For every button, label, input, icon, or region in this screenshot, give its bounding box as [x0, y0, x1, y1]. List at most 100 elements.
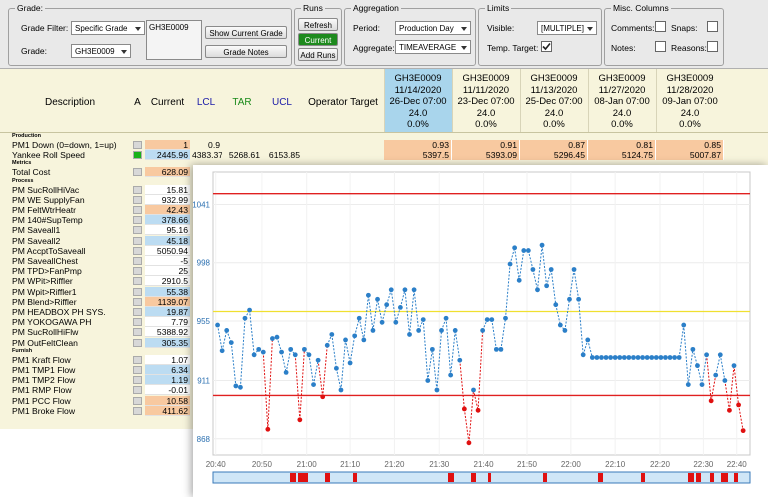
status-block: [471, 473, 476, 482]
status-block: [710, 473, 714, 482]
trend-segment: [285, 349, 292, 373]
trend-segment: [358, 318, 365, 341]
data-point: [452, 328, 458, 333]
add-runs-button[interactable]: Add Runs: [298, 48, 338, 61]
run-header-time: 23-Dec 07:00: [457, 96, 515, 107]
alarm-indicator: [133, 386, 142, 395]
data-point: [530, 267, 536, 272]
row-description: PM SaveallChest: [12, 256, 78, 266]
trend-segment: [491, 319, 497, 350]
row-description: PM YOKOGAWA PH: [12, 317, 92, 328]
toolbar: Grade: Grade Filter: Specific Grade Grad…: [0, 0, 768, 69]
data-point: [265, 426, 271, 432]
grade-filter-select[interactable]: Specific Grade: [71, 21, 145, 35]
label: Notes:: [611, 43, 636, 53]
trend-segment: [340, 339, 347, 391]
current-value: 19.87: [145, 307, 190, 317]
plot-area: [212, 171, 751, 456]
current-value: 42.43: [145, 205, 190, 215]
run-header-date: 11/27/2020: [598, 84, 646, 96]
run-header-date: 11/11/2020: [462, 84, 510, 96]
period-select[interactable]: Production Day: [395, 21, 471, 35]
data-point: [356, 315, 362, 321]
run-header-date: 11/13/2020: [530, 84, 578, 96]
trend-segment: [230, 342, 237, 386]
run-header-time: 25-Dec 07:00: [525, 96, 583, 107]
row-description: PM FeltWtrHeatr: [12, 205, 76, 215]
current-value: 628.09: [145, 167, 190, 178]
run-header-grade: GH3E0009: [394, 73, 442, 84]
y-tick-label: 911: [197, 377, 210, 386]
x-tick-label: 20:50: [252, 460, 273, 469]
data-point: [704, 352, 709, 358]
current-value: 5050.94: [145, 245, 190, 256]
trend-segment: [468, 389, 475, 443]
data-point: [667, 355, 673, 360]
notes-checkbox[interactable]: [655, 41, 666, 52]
trend-segment: [409, 289, 415, 335]
run-value: 5393.09: [452, 150, 520, 161]
trend-segment: [299, 349, 305, 420]
data-point: [343, 337, 348, 343]
grade-select[interactable]: GH3E0009: [71, 44, 131, 58]
reasons-checkbox[interactable]: [707, 41, 718, 52]
grade-notes-button[interactable]: Grade Notes: [205, 45, 287, 58]
comments-checkbox[interactable]: [655, 21, 666, 32]
data-point: [603, 355, 609, 360]
row-description: PM1 Kraft Flow: [12, 354, 71, 365]
ucl-value: 6153.85: [268, 150, 300, 161]
data-point: [640, 355, 645, 360]
snaps-checkbox[interactable]: [707, 21, 718, 32]
run-header-hours: 24.0: [408, 107, 428, 119]
run-header-date: 11/14/2020: [394, 84, 442, 96]
data-point: [420, 317, 426, 322]
status-block: [734, 473, 738, 482]
trend-segment: [719, 354, 726, 381]
label: Aggregate:: [353, 43, 395, 53]
data-point: [251, 352, 257, 358]
trend-segment: [354, 318, 360, 336]
current-value: 45.18: [145, 235, 190, 246]
data-point: [649, 355, 655, 360]
current-button[interactable]: Current: [298, 33, 338, 46]
show-current-grade-button[interactable]: Show Current Grade: [205, 26, 287, 39]
aggregate-select[interactable]: TIMEAVERAGE: [395, 40, 471, 54]
trend-segment: [564, 299, 570, 331]
trend-segment: [678, 324, 685, 358]
data-point: [361, 337, 367, 343]
data-point: [626, 355, 632, 360]
run-value: 5124.75: [588, 150, 656, 161]
data-point: [434, 387, 440, 393]
data-point: [493, 346, 499, 352]
data-point: [653, 355, 659, 360]
y-tick-label: 955: [197, 317, 211, 326]
data-point: [324, 342, 330, 348]
data-point: [690, 346, 696, 352]
run-header-bg: [384, 69, 453, 132]
data-point: [727, 407, 732, 413]
data-point: [379, 319, 385, 325]
data-point: [498, 346, 504, 352]
x-tick-label: 22:00: [561, 460, 582, 469]
temp-target-checkbox[interactable]: [541, 41, 552, 52]
data-point: [429, 346, 435, 352]
current-value: 5388.92: [145, 327, 190, 338]
visible-select[interactable]: [MULTIPLE]: [537, 21, 597, 35]
data-point: [338, 387, 344, 393]
section-label: Process: [12, 177, 34, 184]
current-value: 10.58: [145, 395, 190, 406]
status-block: [325, 473, 330, 482]
trend-segment: [436, 330, 443, 391]
row-description: PM1 TMP2 Flow: [12, 375, 76, 386]
data-point: [375, 296, 380, 302]
trend-segment: [578, 299, 584, 355]
data-point: [580, 352, 586, 358]
refresh-button[interactable]: Refresh: [298, 18, 338, 31]
data-point: [489, 317, 495, 322]
trend-segment: [317, 360, 324, 397]
data-point: [215, 322, 220, 328]
trend-segment: [395, 307, 401, 323]
data-point: [548, 267, 554, 272]
data-point: [736, 402, 741, 408]
alarm-indicator: [133, 151, 142, 160]
